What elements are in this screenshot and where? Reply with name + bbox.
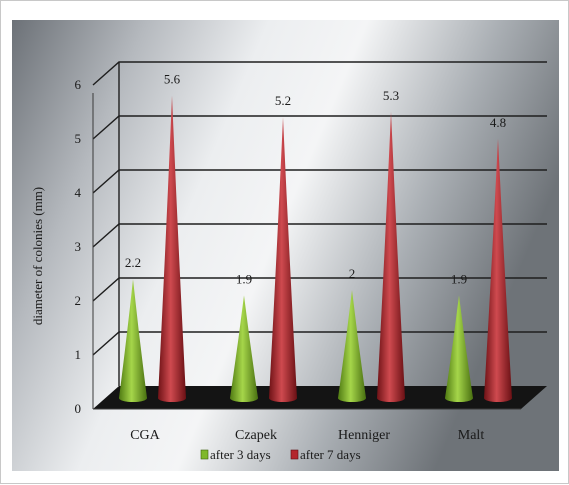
cone-body <box>158 95 186 402</box>
data-label: 4.8 <box>490 115 506 130</box>
y-tick-label: 3 <box>75 239 82 254</box>
cone-after-3-days <box>119 279 147 402</box>
cone-after-7-days <box>484 138 512 403</box>
legend-label-after-7-days: after 7 days <box>300 447 361 462</box>
data-label: 2 <box>349 266 356 281</box>
x-tick-label: Czapek <box>235 428 277 443</box>
data-label: 5.2 <box>275 93 291 108</box>
y-tick-label: 5 <box>75 131 82 146</box>
cone-body <box>119 279 147 402</box>
x-axis-ticks: CGA Czapek Henniger Malt <box>130 428 484 443</box>
legend-swatch-green <box>200 449 209 460</box>
legend-swatch-red <box>290 449 299 460</box>
data-labels: 2.2 5.6 1.9 5.2 2 5.3 1.9 4.8 <box>125 72 506 287</box>
data-label: 1.9 <box>236 271 252 286</box>
data-label: 2.2 <box>125 255 141 270</box>
cone-body <box>377 111 405 403</box>
x-tick-label: Henniger <box>338 428 390 443</box>
data-label: 1.9 <box>451 271 467 286</box>
x-tick-label: CGA <box>130 428 160 443</box>
y-tick-label: 1 <box>75 347 82 362</box>
y-axis-ticks: 0 1 2 3 4 5 6 <box>75 77 82 416</box>
legend-item-after-7-days: after 7 days <box>290 447 361 462</box>
cone-body <box>269 117 297 402</box>
cone-after-3-days <box>445 295 473 402</box>
data-label: 5.3 <box>383 88 399 103</box>
cone-after-7-days <box>377 111 405 403</box>
cone-after-7-days <box>158 95 186 402</box>
y-tick-label: 0 <box>75 401 82 416</box>
cone-after-7-days <box>269 117 297 402</box>
data-label: 5.6 <box>164 72 181 87</box>
cone-body <box>338 290 366 402</box>
x-tick-label: Malt <box>458 428 485 443</box>
legend-label-after-3-days: after 3 days <box>210 447 271 462</box>
gridlines <box>92 61 547 386</box>
y-tick-label: 4 <box>75 185 82 200</box>
data-series <box>119 95 512 403</box>
chart-floor <box>93 386 547 409</box>
legend-item-after-3-days: after 3 days <box>200 447 271 462</box>
y-tick-label: 6 <box>75 77 82 92</box>
cone-body <box>445 295 473 402</box>
cone-body <box>230 295 258 402</box>
legend: after 3 days after 7 days <box>200 447 361 462</box>
y-tick-label: 2 <box>75 293 82 308</box>
cone-after-3-days <box>230 295 258 402</box>
cone-body <box>484 138 512 403</box>
y-axis-label: diameter of colonies (mm) <box>30 187 45 325</box>
cone-after-3-days <box>338 290 366 402</box>
